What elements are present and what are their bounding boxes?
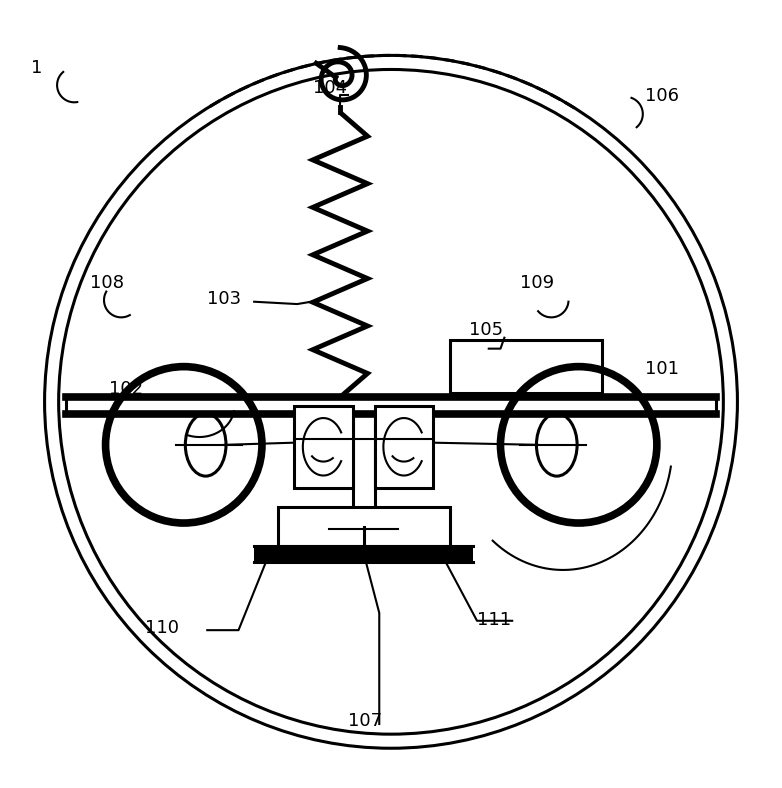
Text: 108: 108 — [90, 274, 124, 292]
Text: 103: 103 — [207, 290, 242, 308]
Text: 111: 111 — [477, 611, 511, 629]
Bar — [294, 406, 353, 488]
Text: 1: 1 — [31, 59, 43, 77]
Text: 106: 106 — [645, 87, 679, 105]
Bar — [278, 507, 450, 547]
Text: 105: 105 — [469, 322, 504, 340]
Text: 107: 107 — [348, 712, 382, 730]
Text: 102: 102 — [109, 380, 144, 398]
Text: 110: 110 — [145, 619, 178, 637]
Text: 109: 109 — [520, 274, 554, 292]
Text: 101: 101 — [645, 360, 679, 378]
Bar — [66, 397, 716, 414]
Text: 104: 104 — [313, 79, 347, 97]
Bar — [450, 340, 602, 393]
Bar — [375, 406, 433, 488]
Bar — [254, 547, 473, 562]
